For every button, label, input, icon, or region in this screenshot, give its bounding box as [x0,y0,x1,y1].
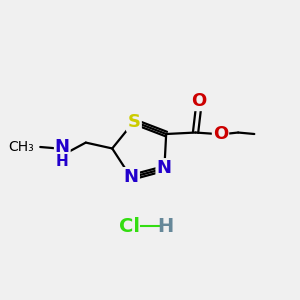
Text: Cl: Cl [119,217,140,236]
Text: H: H [157,217,173,236]
Text: O: O [213,125,228,143]
Text: N: N [55,138,70,156]
Text: CH₃: CH₃ [9,140,34,154]
Text: O: O [191,92,206,110]
Text: H: H [56,154,69,169]
Text: S: S [128,112,140,130]
Text: N: N [124,168,139,186]
Text: N: N [157,160,172,178]
